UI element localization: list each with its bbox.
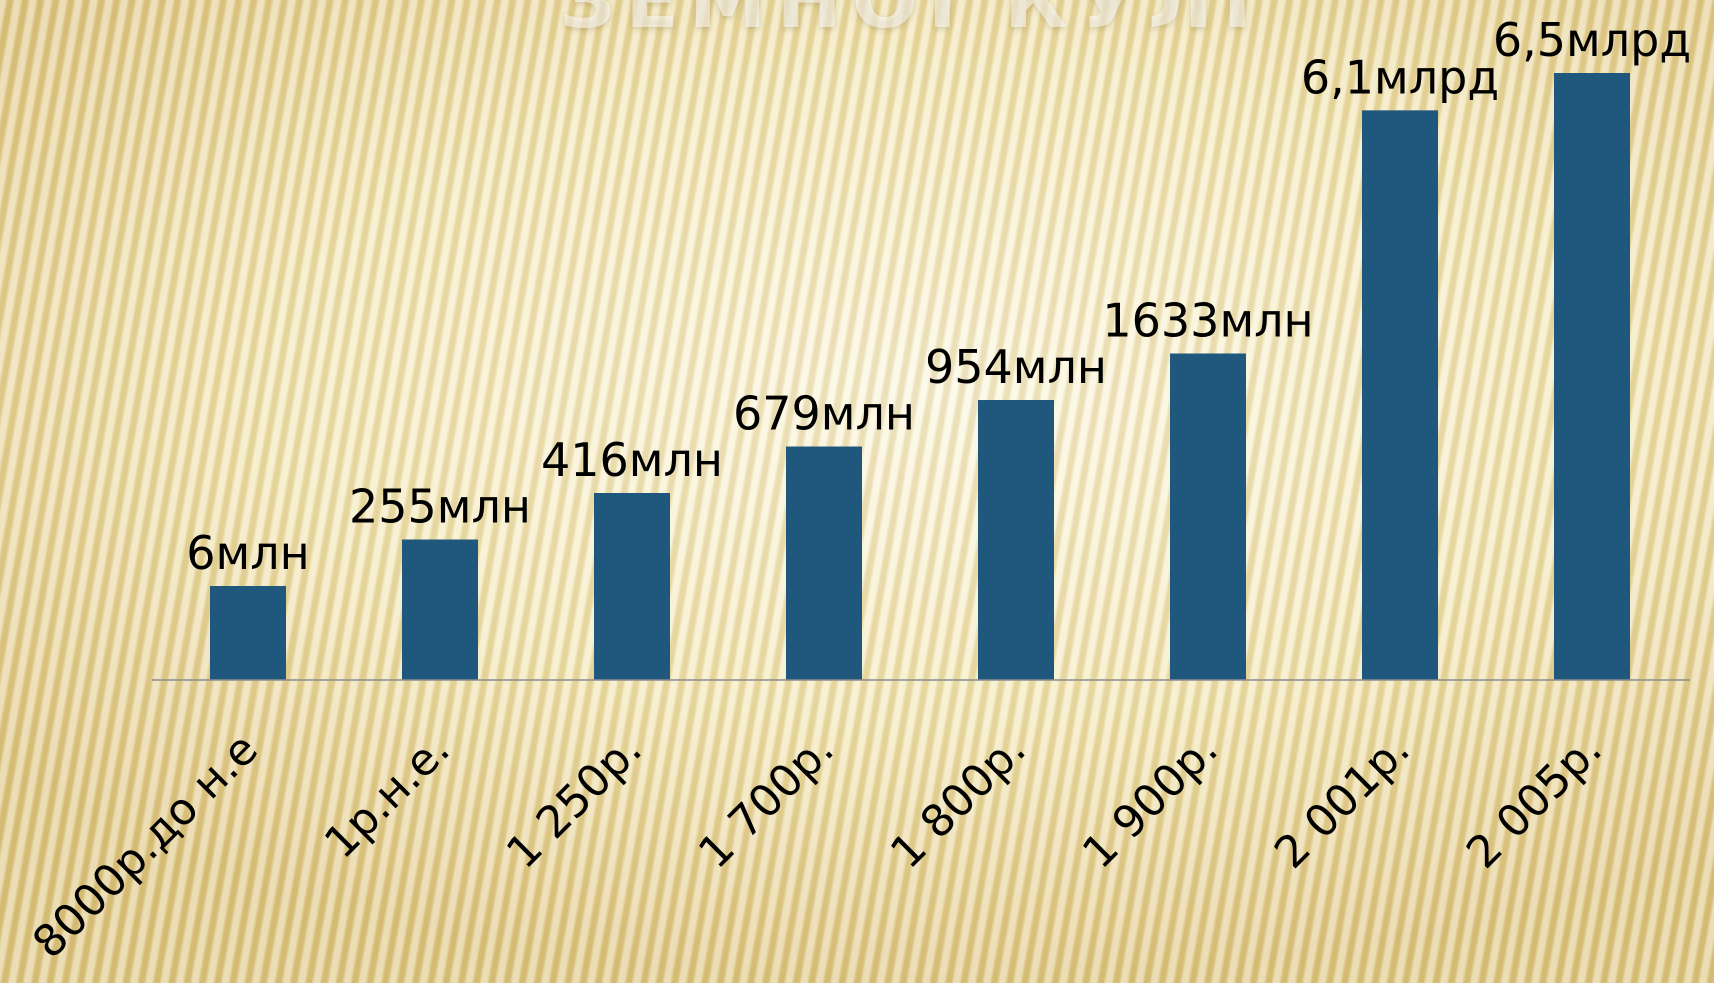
category-label-7: 2 005р. (1457, 724, 1612, 879)
category-label-2: 1 250р. (497, 724, 652, 879)
data-label-0: 6млн (186, 526, 309, 580)
category-label-3: 1 700р. (689, 724, 844, 879)
data-label-2: 416млн (541, 433, 723, 487)
category-label-6: 2 001р. (1265, 724, 1420, 879)
category-label-1: 1р.н.е. (315, 724, 460, 869)
bar-6 (1362, 110, 1438, 681)
slide-title: ЗЕМНОЇ КУЛІ (560, 0, 1262, 46)
data-label-1: 255млн (349, 480, 531, 534)
data-label-6: 6,1млрд (1301, 50, 1499, 104)
bar-7 (1554, 73, 1630, 680)
data-label-5: 1633млн (1102, 294, 1313, 348)
category-label-0: 8000р.до н.е (23, 724, 268, 969)
bar-2 (594, 493, 670, 680)
bar-0 (210, 586, 286, 680)
bar-3 (786, 446, 862, 680)
bar-4 (978, 400, 1054, 680)
data-label-4: 954млн (925, 340, 1107, 394)
data-label-3: 679млн (733, 387, 915, 441)
bar-5 (1170, 353, 1246, 680)
data-label-7: 6,5млрд (1493, 13, 1691, 67)
bar-1 (402, 539, 478, 680)
category-label-4: 1 800р. (881, 724, 1036, 879)
category-label-5: 1 900р. (1073, 724, 1228, 879)
